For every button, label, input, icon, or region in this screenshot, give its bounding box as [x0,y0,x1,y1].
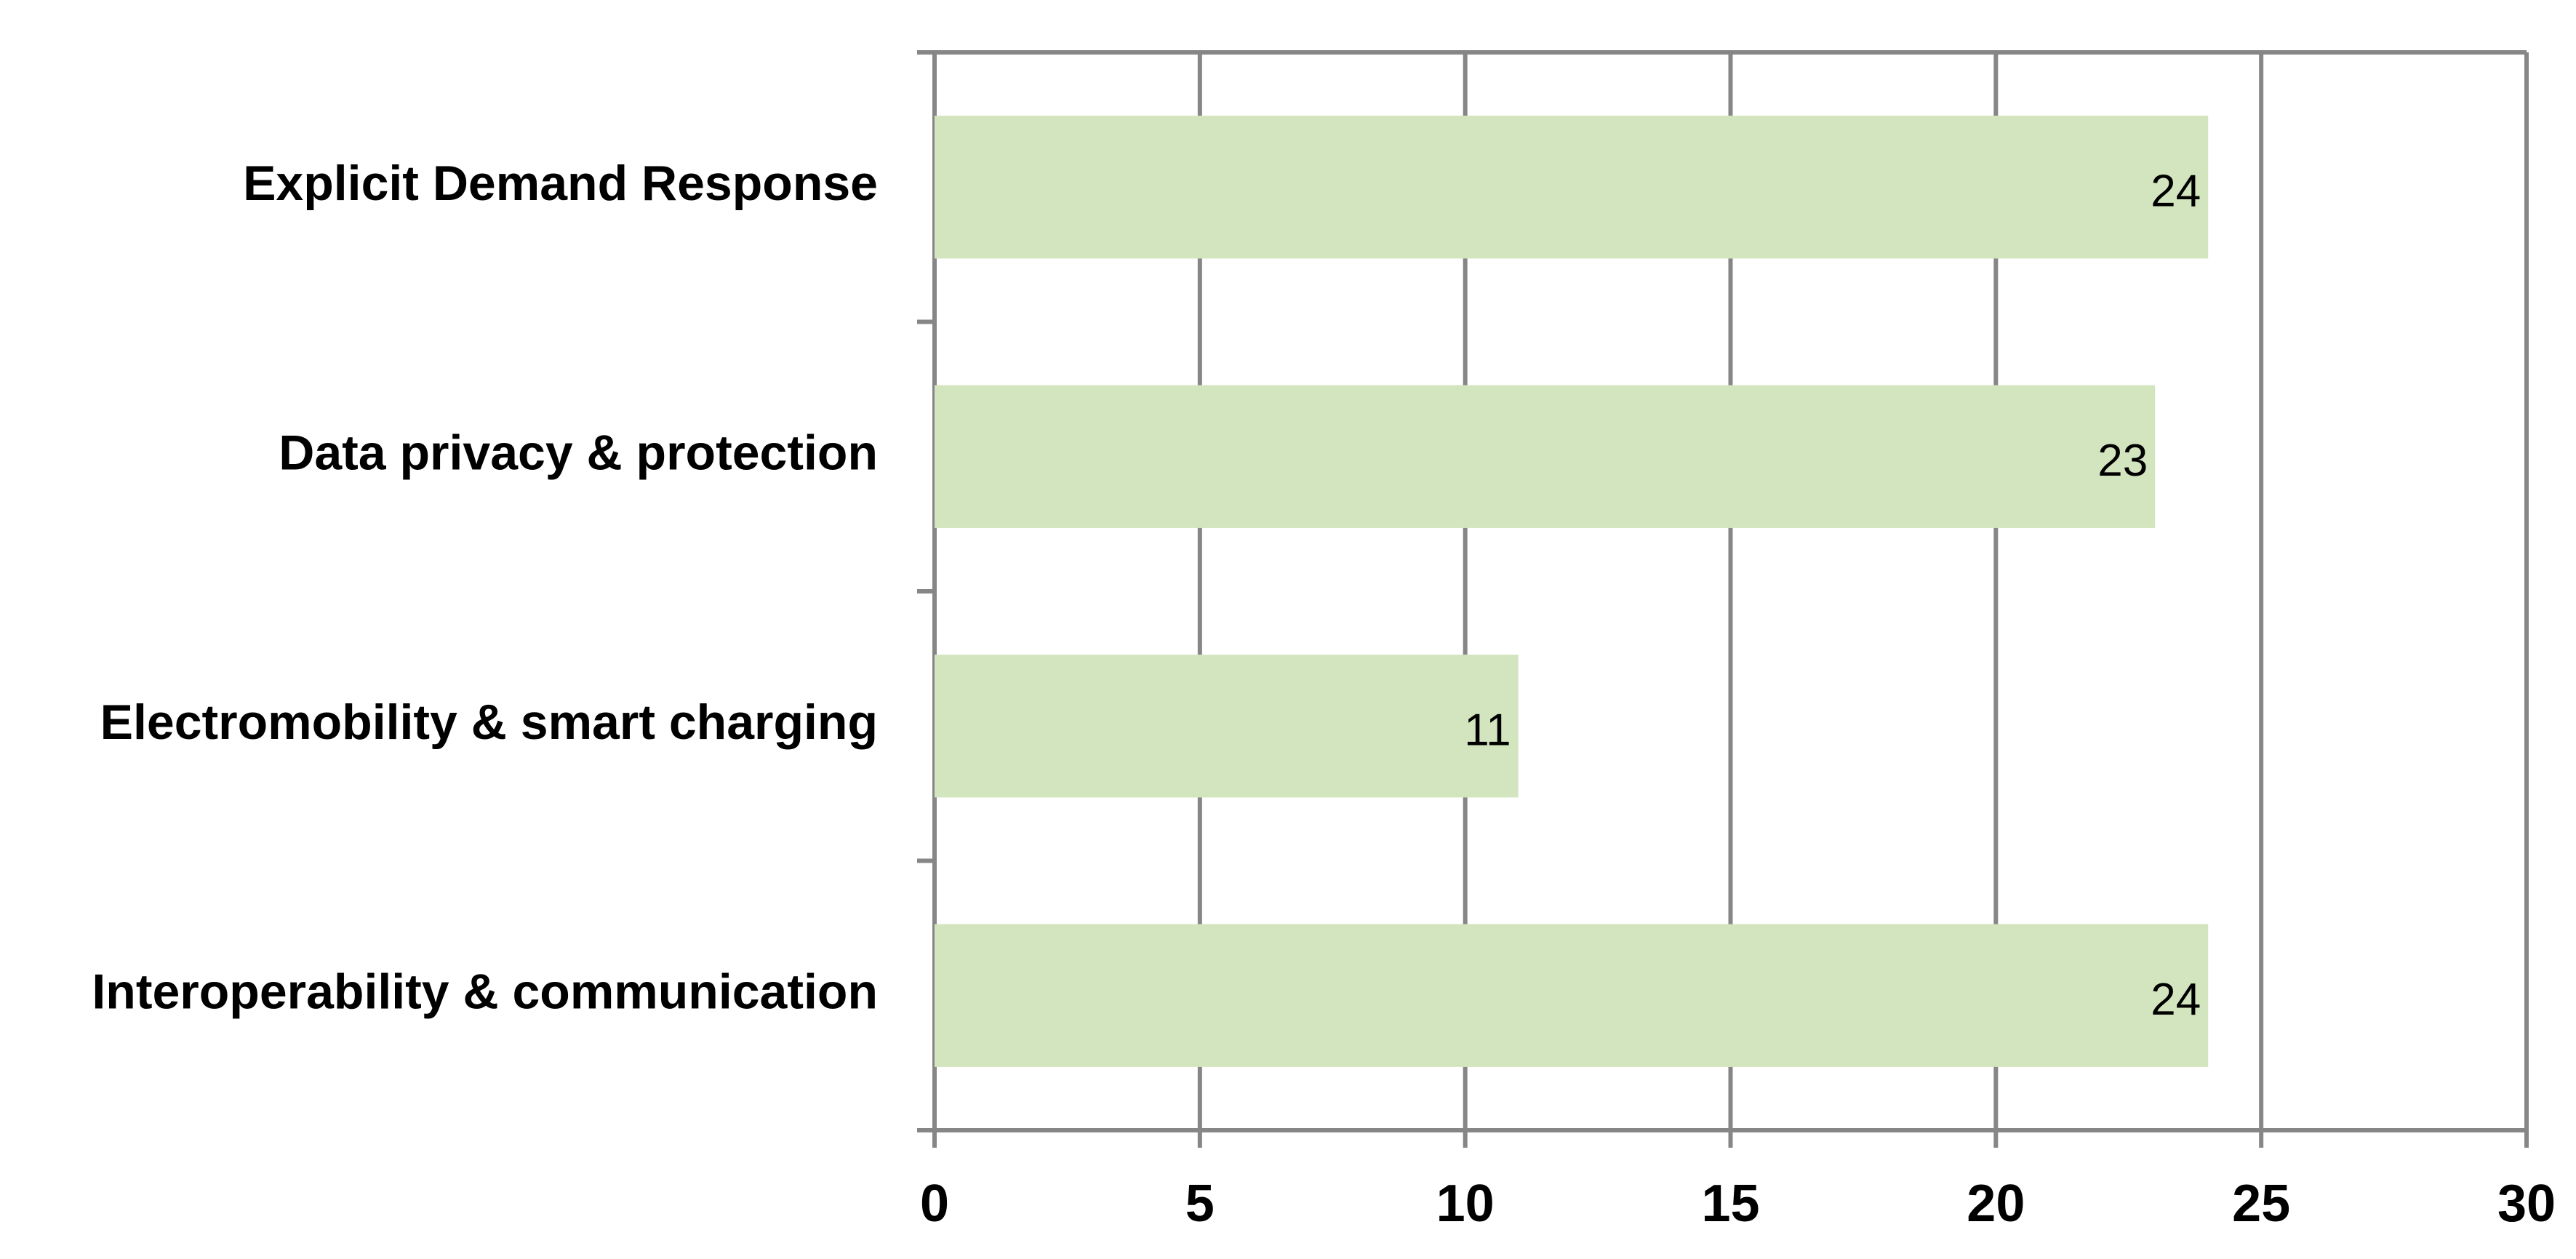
x-tick-label: 0 [920,1175,949,1233]
bar [935,116,2209,259]
value-label: 23 [2097,436,2148,486]
x-tick-label: 20 [1967,1175,2025,1233]
value-label: 24 [2151,167,2201,217]
x-tick-label: 25 [2232,1175,2290,1233]
value-label: 24 [2151,975,2201,1025]
y-tick-label: Interoperability & communication [92,964,878,1020]
y-tick-label: Data privacy & protection [279,425,878,481]
bar [935,655,1519,798]
y-tick-label: Explicit Demand Response [243,156,878,211]
bar [935,924,2209,1067]
y-tick-label: Electromobility & smart charging [100,695,878,750]
value-label: 11 [1464,706,1511,756]
x-tick-label: 5 [1185,1175,1215,1233]
bar [935,385,2156,528]
x-tick-label: 10 [1436,1175,1495,1233]
x-tick-label: 15 [1701,1175,1759,1233]
x-tick-label: 30 [2497,1175,2556,1233]
